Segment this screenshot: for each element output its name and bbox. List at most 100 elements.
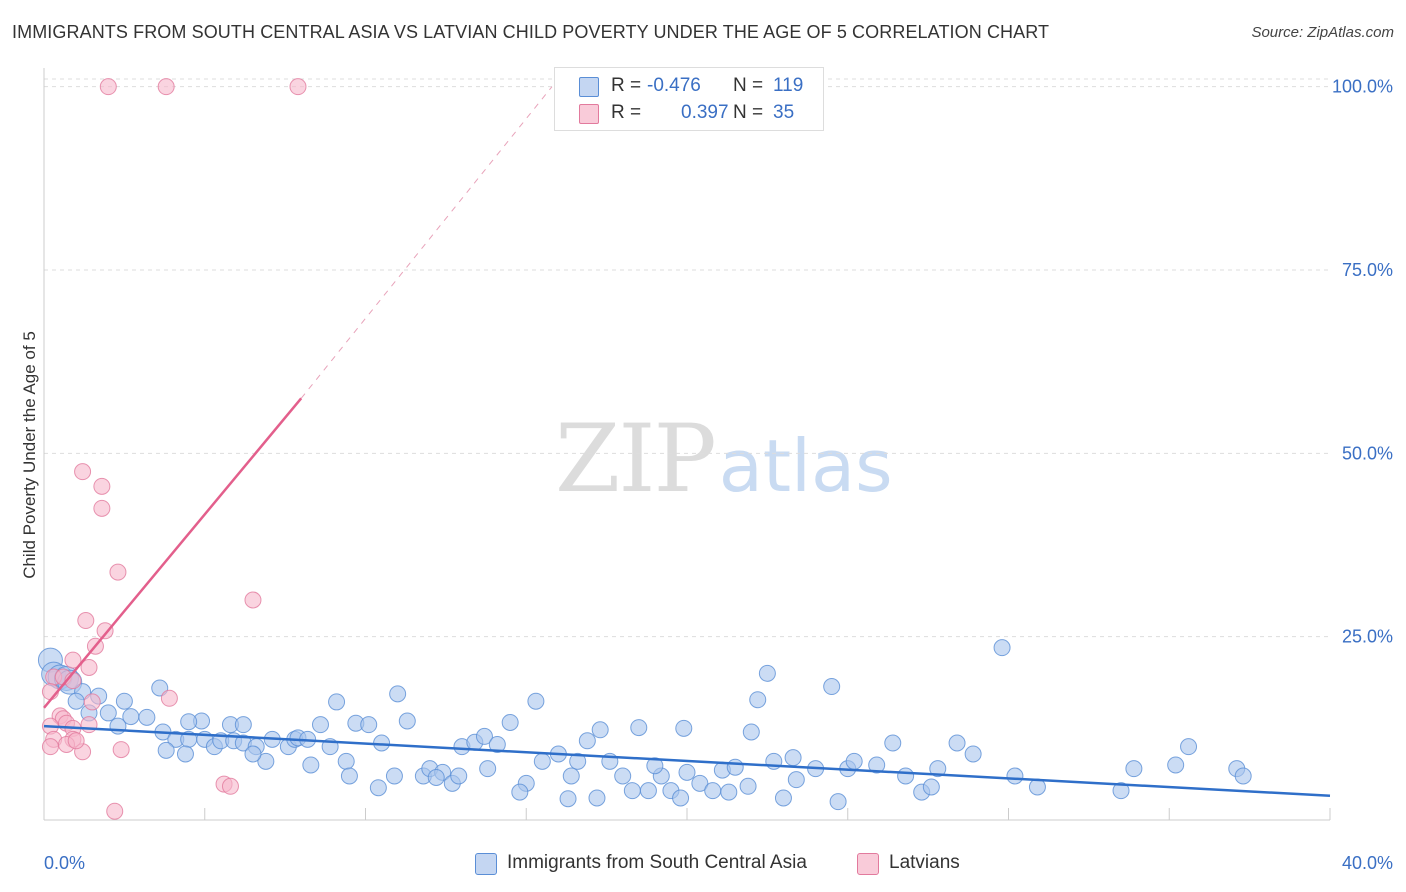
- point-immigrants: [993, 639, 1011, 657]
- point-immigrants: [774, 789, 792, 807]
- r-value: 0.397: [681, 102, 729, 123]
- blue-swatch: [475, 853, 497, 875]
- point-immigrants: [1112, 782, 1130, 800]
- point-immigrants: [488, 735, 506, 753]
- point-immigrants: [385, 767, 403, 785]
- point-immigrants: [758, 664, 776, 682]
- point-immigrants: [929, 760, 947, 778]
- trendline-immigrants: [43, 724, 1331, 798]
- point-immigrants: [720, 783, 738, 801]
- point-latvians: [80, 716, 98, 734]
- point-latvians: [112, 741, 130, 759]
- x-tick-label: 40.0%: [1342, 853, 1393, 873]
- trendline-latvians: [43, 397, 303, 709]
- chart-title: IMMIGRANTS FROM SOUTH CENTRAL ASIA VS LA…: [12, 22, 1050, 42]
- point-immigrants: [360, 716, 378, 734]
- point-immigrants: [845, 752, 863, 770]
- legend-label: Latvians: [889, 852, 960, 873]
- n-label: N =: [733, 75, 764, 96]
- y-tick-label: 100.0%: [1332, 77, 1393, 97]
- point-immigrants: [897, 767, 915, 785]
- point-immigrants: [67, 692, 85, 710]
- point-latvians: [64, 651, 82, 669]
- point-immigrants: [337, 752, 355, 770]
- point-immigrants: [691, 774, 709, 792]
- point-immigrants: [672, 789, 690, 807]
- point-immigrants: [479, 760, 497, 778]
- point-immigrants: [868, 756, 886, 774]
- point-latvians: [106, 802, 124, 820]
- r-label: R =: [611, 102, 642, 123]
- point-immigrants: [578, 732, 596, 750]
- point-latvians: [96, 622, 114, 640]
- point-immigrants: [829, 793, 847, 811]
- point-immigrants: [157, 741, 175, 759]
- point-immigrants: [591, 721, 609, 739]
- point-immigrants: [369, 779, 387, 797]
- n-value: 35: [773, 102, 795, 123]
- r-label: R =: [611, 75, 642, 96]
- pink-swatch: [579, 104, 599, 124]
- point-immigrants: [784, 749, 802, 767]
- point-immigrants: [427, 768, 445, 786]
- point-immigrants: [115, 692, 133, 710]
- point-latvians: [109, 563, 127, 581]
- point-immigrants: [675, 719, 693, 737]
- point-immigrants: [138, 708, 156, 726]
- r-value: -0.476: [647, 75, 701, 96]
- point-latvians: [93, 499, 111, 517]
- point-immigrants: [257, 752, 275, 770]
- point-immigrants: [639, 782, 657, 800]
- point-immigrants: [180, 713, 198, 731]
- point-immigrants: [787, 771, 805, 789]
- point-immigrants: [1234, 767, 1252, 785]
- point-immigrants: [884, 734, 902, 752]
- point-latvians: [80, 658, 98, 676]
- point-immigrants: [823, 678, 841, 696]
- point-latvians: [74, 463, 92, 481]
- point-latvians: [93, 477, 111, 495]
- point-immigrants: [389, 685, 407, 703]
- point-immigrants: [450, 767, 468, 785]
- point-immigrants: [176, 745, 194, 763]
- point-latvians: [160, 689, 178, 707]
- point-immigrants: [533, 752, 551, 770]
- point-immigrants: [964, 745, 982, 763]
- point-immigrants: [1180, 738, 1198, 756]
- n-value: 119: [773, 75, 804, 96]
- point-latvians: [289, 78, 307, 96]
- point-immigrants: [588, 789, 606, 807]
- point-immigrants: [742, 723, 760, 741]
- y-tick-label: 25.0%: [1342, 627, 1393, 647]
- point-immigrants: [562, 767, 580, 785]
- point-immigrants: [704, 782, 722, 800]
- point-immigrants: [630, 719, 648, 737]
- n-label: N =: [733, 102, 764, 123]
- point-latvians: [77, 612, 95, 630]
- point-immigrants: [527, 692, 545, 710]
- point-immigrants: [234, 716, 252, 734]
- point-immigrants: [302, 756, 320, 774]
- y-tick-label: 75.0%: [1342, 260, 1393, 280]
- legend-label: Immigrants from South Central Asia: [507, 852, 807, 873]
- point-latvians: [157, 78, 175, 96]
- point-immigrants: [99, 704, 117, 722]
- trendline-latvians-extension: [300, 86, 553, 399]
- point-immigrants: [1167, 756, 1185, 774]
- point-immigrants: [678, 763, 696, 781]
- point-immigrants: [475, 727, 493, 745]
- correlation-legend: R = -0.476 N = 119 R = 0.397 N = 35: [554, 67, 824, 131]
- point-latvians: [41, 738, 59, 756]
- point-immigrants: [311, 716, 329, 734]
- point-immigrants: [398, 712, 416, 730]
- point-immigrants: [1006, 767, 1024, 785]
- source-label: Source: ZipAtlas.com: [1251, 24, 1394, 41]
- point-latvians: [221, 777, 239, 795]
- point-latvians: [99, 78, 117, 96]
- point-latvians: [83, 693, 101, 711]
- point-immigrants: [614, 767, 632, 785]
- point-immigrants: [749, 691, 767, 709]
- point-immigrants: [244, 745, 262, 763]
- point-immigrants: [1125, 760, 1143, 778]
- blue-swatch: [579, 77, 599, 97]
